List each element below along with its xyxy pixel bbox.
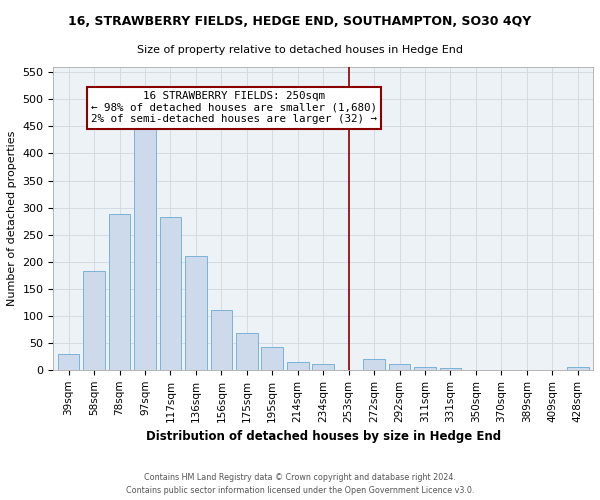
Bar	[58, 354, 79, 370]
Bar	[567, 367, 589, 370]
Text: 16 STRAWBERRY FIELDS: 250sqm
← 98% of detached houses are smaller (1,680)
2% of : 16 STRAWBERRY FIELDS: 250sqm ← 98% of de…	[91, 92, 377, 124]
Bar	[287, 362, 308, 370]
Bar	[211, 310, 232, 370]
Bar	[414, 366, 436, 370]
Text: 16, STRAWBERRY FIELDS, HEDGE END, SOUTHAMPTON, SO30 4QY: 16, STRAWBERRY FIELDS, HEDGE END, SOUTHA…	[68, 15, 532, 28]
Text: Size of property relative to detached houses in Hedge End: Size of property relative to detached ho…	[137, 45, 463, 55]
Bar	[185, 256, 207, 370]
Bar	[313, 364, 334, 370]
Bar	[236, 333, 257, 370]
Bar	[440, 368, 461, 370]
X-axis label: Distribution of detached houses by size in Hedge End: Distribution of detached houses by size …	[146, 430, 501, 443]
Bar	[83, 271, 105, 370]
Text: Contains public sector information licensed under the Open Government Licence v3: Contains public sector information licen…	[126, 486, 474, 495]
Bar	[109, 214, 130, 370]
Text: Contains HM Land Registry data © Crown copyright and database right 2024.: Contains HM Land Registry data © Crown c…	[144, 474, 456, 482]
Bar	[160, 217, 181, 370]
Bar	[134, 126, 156, 370]
Y-axis label: Number of detached properties: Number of detached properties	[7, 130, 17, 306]
Bar	[262, 346, 283, 370]
Bar	[389, 364, 410, 370]
Bar	[363, 359, 385, 370]
